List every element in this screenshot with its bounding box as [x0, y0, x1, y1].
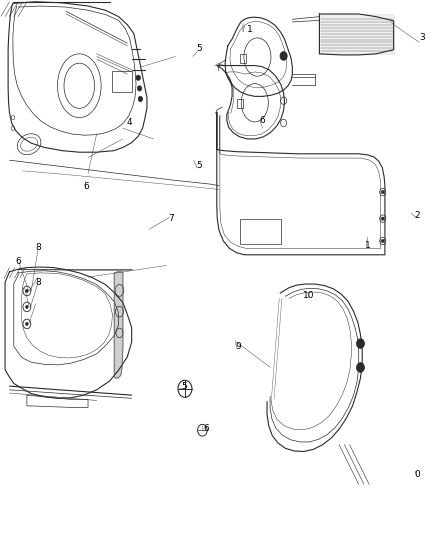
Circle shape [381, 217, 384, 220]
Text: 9: 9 [236, 342, 241, 351]
Polygon shape [319, 14, 394, 54]
Text: 6: 6 [83, 182, 89, 191]
Circle shape [25, 289, 28, 293]
Text: 8: 8 [35, 278, 41, 287]
Circle shape [357, 339, 364, 349]
Text: 7: 7 [168, 214, 174, 223]
Text: 3: 3 [419, 34, 425, 43]
Text: 2: 2 [415, 212, 420, 221]
Text: 0: 0 [415, 471, 420, 479]
Circle shape [138, 96, 143, 102]
Circle shape [25, 322, 28, 326]
Circle shape [381, 190, 384, 193]
Circle shape [280, 52, 287, 60]
Text: 6: 6 [260, 116, 265, 125]
Text: 8: 8 [35, 244, 41, 253]
Text: 1: 1 [364, 241, 370, 250]
Text: 5: 5 [197, 161, 202, 170]
Text: 1: 1 [247, 26, 252, 35]
Text: 6: 6 [203, 424, 209, 433]
Circle shape [136, 75, 141, 80]
Text: 4: 4 [127, 118, 132, 127]
Text: 5: 5 [181, 382, 187, 391]
Text: 5: 5 [197, 44, 202, 53]
Text: 10: 10 [303, 291, 314, 300]
Circle shape [138, 86, 142, 91]
Circle shape [381, 239, 384, 243]
Polygon shape [114, 272, 123, 378]
Text: 6: 6 [15, 257, 21, 265]
Circle shape [357, 363, 364, 372]
Circle shape [25, 305, 28, 309]
